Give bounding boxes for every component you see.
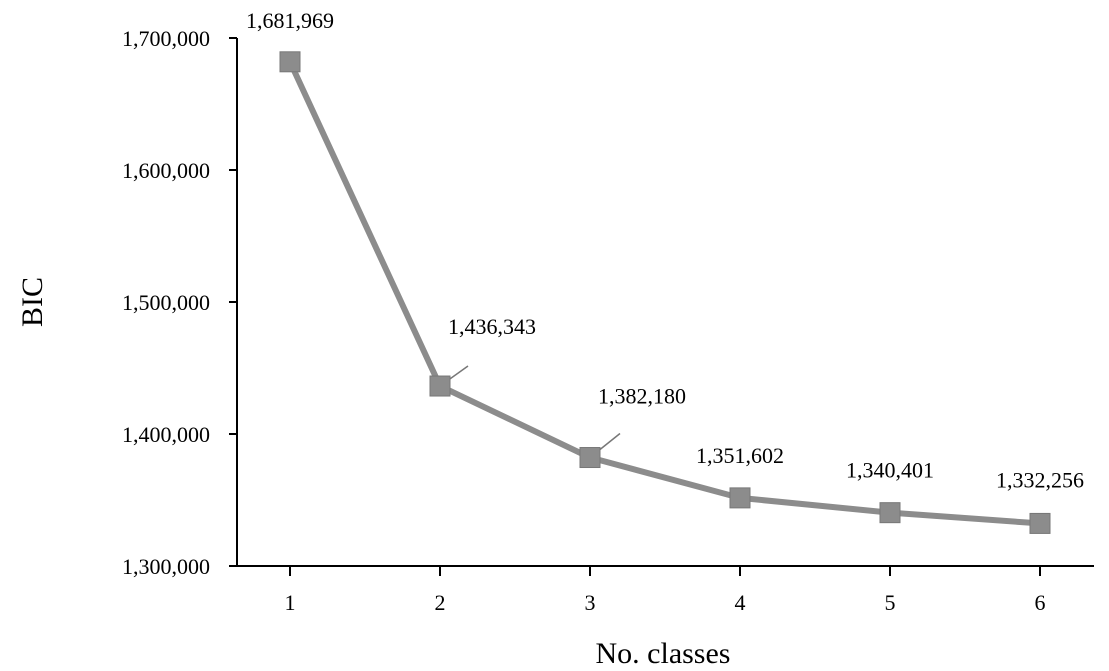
y-axis-ticks: 1,300,000 1,400,000 1,500,000 1,600,000 1,70… [122,26,237,579]
x-tick-label: 3 [585,590,596,615]
x-tick-label: 4 [735,590,746,615]
x-tick-label: 2 [435,590,446,615]
data-label: 1,382,180 [598,384,686,409]
x-tick-label: 1 [285,590,296,615]
data-point-marker [279,51,301,73]
x-tick-label: 6 [1035,590,1046,615]
x-axis-title: No. classes [596,637,731,670]
y-tick-label: 1,500,000 [122,290,210,315]
x-axis-ticks: 1 2 3 4 5 6 [285,566,1046,615]
data-label: 1,436,343 [448,314,536,339]
data-labels: 1,681,969 1,436,343 1,382,180 1,351,602 1,34… [246,8,1084,493]
x-tick-label: 5 [885,590,896,615]
data-point-marker [729,487,751,509]
data-label: 1,351,602 [696,443,784,468]
y-tick-label: 1,600,000 [122,158,210,183]
data-point-marker [429,375,451,397]
y-tick-label: 1,700,000 [122,26,210,51]
data-label: 1,681,969 [246,8,334,33]
bic-series-markers [279,51,1051,534]
bic-series-line [287,60,1041,527]
data-point-marker [579,447,601,469]
data-label-leaders [439,365,621,459]
data-point-marker [879,502,901,524]
y-tick-label: 1,400,000 [122,422,210,447]
y-tick-label: 1,300,000 [122,554,210,579]
data-label: 1,332,256 [996,467,1084,492]
data-point-marker [1029,512,1051,534]
data-label: 1,340,401 [846,458,934,483]
y-axis-title: BIC [16,277,49,327]
